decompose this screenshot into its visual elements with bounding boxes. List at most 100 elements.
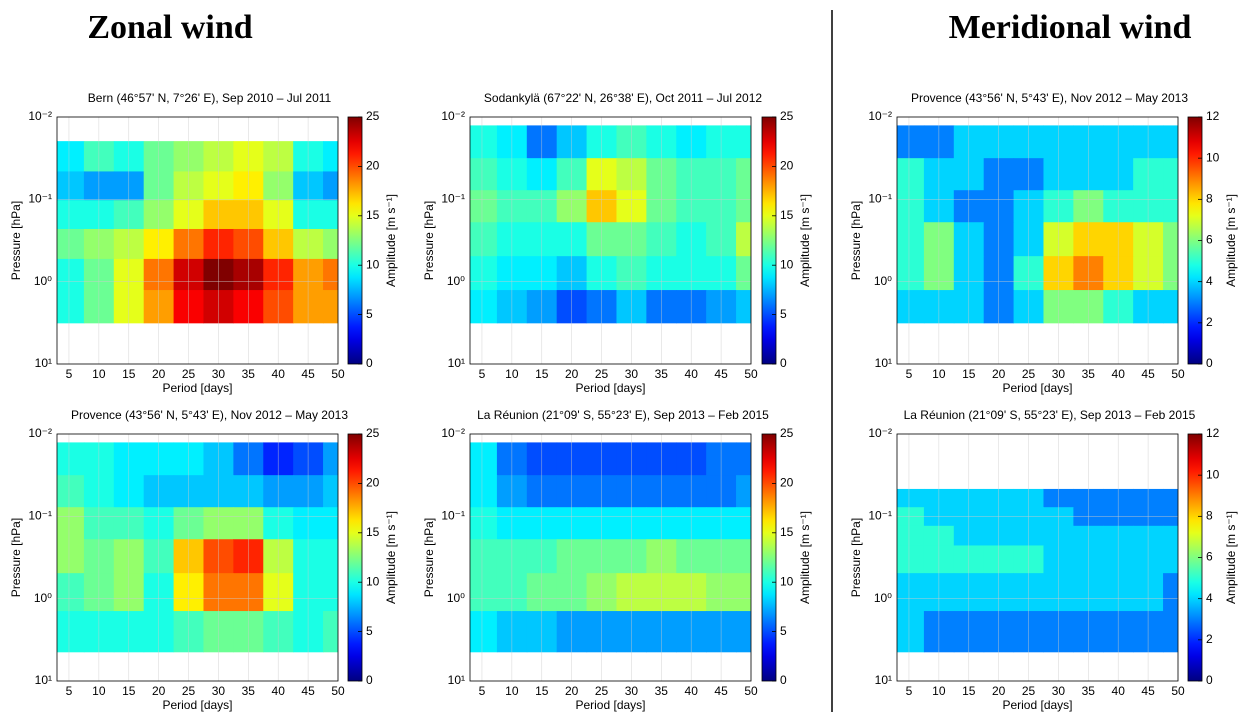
heat-cell (1163, 611, 1178, 653)
heading: Meridional wind (949, 9, 1192, 46)
y-tick-label: 10⁻¹ (441, 509, 465, 523)
x-tick-label: 10 (505, 684, 519, 698)
x-tick-label: 10 (932, 684, 946, 698)
colorbar-tick-label: 15 (780, 525, 794, 539)
plot-frame (56, 116, 339, 365)
plot-frame (469, 116, 752, 365)
colorbar-tick-label: 0 (780, 673, 787, 687)
heat-cell (57, 290, 85, 324)
heatmap (57, 442, 338, 653)
heat-cell (57, 171, 85, 201)
y-tick-label: 10⁰ (34, 274, 52, 288)
x-tick-label: 5 (66, 684, 73, 698)
heat-cell (323, 258, 338, 291)
colorbar-label: Amplitude [m s⁻¹] (798, 511, 812, 604)
x-tick-label: 45 (1141, 367, 1155, 381)
x-tick-label: 45 (714, 684, 728, 698)
colorbar-tick-label: 5 (780, 307, 787, 321)
heat-cell (736, 573, 751, 612)
colorbar-tick-label: 25 (780, 109, 794, 123)
x-tick-label: 30 (212, 367, 226, 381)
x-tick-label: 45 (301, 367, 315, 381)
heat-cell (57, 200, 85, 230)
heat-cell (323, 539, 338, 574)
x-tick-label: 50 (1171, 367, 1185, 381)
heat-cell (57, 539, 85, 574)
heat-cell (323, 507, 338, 540)
colorbar-tick-label: 20 (780, 476, 794, 490)
colorbar-tick-label: 10 (366, 574, 380, 588)
heat-cell (57, 573, 85, 612)
y-tick-label: 10¹ (875, 673, 892, 687)
colorbar-tick-label: 0 (366, 673, 373, 687)
x-tick-label: 50 (744, 367, 758, 381)
heat-cell (897, 545, 925, 574)
x-tick-label: 25 (182, 684, 196, 698)
x-tick-label: 20 (565, 684, 579, 698)
heat-cell (736, 125, 751, 159)
panel-title: Provence (43°56' N, 5°43' E), Nov 2012 –… (71, 408, 348, 422)
colorbar-tick-label: 2 (1206, 632, 1213, 646)
y-tick-label: 10¹ (448, 356, 465, 370)
colorbar-tick-label: 0 (780, 356, 787, 370)
x-tick-label: 30 (625, 684, 639, 698)
heat-cell (57, 475, 85, 508)
y-tick-label: 10⁻¹ (868, 509, 892, 523)
x-tick-label: 45 (1141, 684, 1155, 698)
heat-cell (736, 190, 751, 223)
colorbar-label: Amplitude [m s⁻¹] (798, 194, 812, 287)
colorbar-tick-label: 20 (780, 159, 794, 173)
x-axis-label: Period [days] (162, 698, 232, 712)
plot-frame (56, 433, 339, 682)
heat-cell (57, 611, 85, 653)
colorbar (347, 433, 363, 682)
heat-cell (323, 171, 338, 201)
colorbar-tick-label: 25 (780, 426, 794, 440)
y-axis-label: Pressure [hPa] (422, 201, 436, 280)
x-tick-label: 25 (595, 684, 609, 698)
x-tick-label: 40 (1112, 367, 1126, 381)
panel-title: Sodankylä (67°22' N, 26°38' E), Oct 2011… (484, 91, 762, 105)
y-tick-label: 10⁻¹ (441, 192, 465, 206)
x-tick-label: 40 (272, 367, 286, 381)
x-tick-label: 10 (92, 684, 106, 698)
heat-cell (1163, 545, 1178, 574)
x-tick-label: 10 (92, 367, 106, 381)
colorbar-tick-label: 5 (366, 624, 373, 638)
x-tick-label: 30 (1052, 367, 1066, 381)
colorbar-tick-label: 2 (1206, 315, 1213, 329)
colorbar-tick-label: 10 (780, 574, 794, 588)
heat-cell (323, 611, 338, 653)
x-tick-label: 20 (992, 367, 1006, 381)
x-tick-label: 20 (152, 684, 166, 698)
y-tick-label: 10⁻¹ (28, 509, 52, 523)
colorbar (761, 116, 777, 365)
x-axis-label: Period [days] (575, 698, 645, 712)
y-tick-label: 10⁰ (34, 591, 52, 605)
x-tick-label: 15 (535, 684, 549, 698)
heat-cell (470, 222, 498, 257)
heading: Zonal wind (87, 9, 252, 46)
heat-cell (470, 507, 498, 540)
heat-cell (1163, 573, 1178, 612)
heat-cell (736, 539, 751, 574)
y-tick-label: 10¹ (448, 673, 465, 687)
y-tick-label: 10⁰ (874, 591, 892, 605)
x-tick-label: 45 (301, 684, 315, 698)
x-tick-label: 35 (242, 367, 256, 381)
heat-cell (323, 141, 338, 172)
colorbar-tick-label: 5 (366, 307, 373, 321)
heat-cell (470, 158, 498, 191)
x-tick-label: 20 (152, 367, 166, 381)
heat-cell (897, 611, 925, 653)
heat-cell (1163, 158, 1178, 191)
heat-cell (470, 573, 498, 612)
x-tick-label: 5 (906, 367, 913, 381)
heat-cell (57, 258, 85, 291)
colorbar-label: Amplitude [m s⁻¹] (384, 194, 398, 287)
colorbar-tick-label: 5 (780, 624, 787, 638)
heat-cell (57, 228, 85, 260)
colorbar-tick-label: 25 (366, 426, 380, 440)
colorbar-tick-label: 10 (1206, 467, 1220, 481)
y-axis-label: Pressure [hPa] (422, 518, 436, 597)
